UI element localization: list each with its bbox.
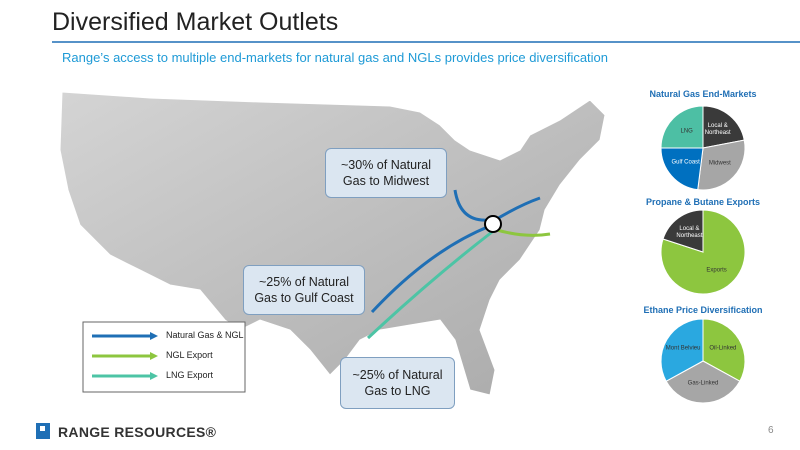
us-map <box>59 91 606 396</box>
pie-slice <box>660 105 704 149</box>
page-number: 6 <box>768 425 774 436</box>
arrow-lng <box>366 230 493 340</box>
legend-arrowhead <box>150 332 158 340</box>
callout: ~30% of Natural Gas to Midwest <box>325 148 447 198</box>
arrow-gulf <box>370 224 491 314</box>
pie-label: Local & Northeast <box>704 123 731 137</box>
pie-label: Local & Northeast <box>676 226 703 240</box>
pie-title: Natural Gas End-Markets <box>649 89 757 99</box>
arrow-ngl-export <box>496 228 551 237</box>
callout: ~25% of Natural Gas to Gulf Coast <box>243 265 365 315</box>
pie-slice <box>702 318 746 382</box>
arrow-midwest <box>453 189 489 222</box>
pie-label: Midwest <box>708 160 731 167</box>
legend-arrowhead <box>150 372 158 380</box>
pie-slice <box>702 105 745 149</box>
slide-title: Diversified Market Outlets <box>52 8 339 36</box>
pie-slice <box>697 139 746 191</box>
pie-title: Propane & Butane Exports <box>645 197 761 207</box>
pie-label: LNG <box>680 128 693 135</box>
origin-marker <box>484 215 502 233</box>
pie-label: Gas-Linked <box>687 380 719 387</box>
pie-label: Oil-Linked <box>709 345 737 352</box>
legend-label: NGL Export <box>166 350 213 360</box>
pie-slice <box>660 318 704 382</box>
legend-label: Natural Gas & NGL <box>166 330 244 340</box>
pie-label: Gulf Coast <box>671 159 700 166</box>
legend-label: LNG Export <box>166 370 214 380</box>
pie-title: Ethane Price Diversification <box>643 305 763 315</box>
callout: ~25% of Natural Gas to LNG <box>340 357 455 409</box>
logo-mark <box>36 423 50 439</box>
pie-label: Exports <box>706 267 727 274</box>
pie-slice <box>660 147 704 191</box>
legend-arrowhead <box>150 352 158 360</box>
slide-subtitle: Range’s access to multiple end-markets f… <box>62 50 609 65</box>
logo: RANGE RESOURCES® <box>58 424 217 440</box>
pie-slice <box>662 209 704 253</box>
pie-label: Mont Belvieu <box>665 345 701 352</box>
